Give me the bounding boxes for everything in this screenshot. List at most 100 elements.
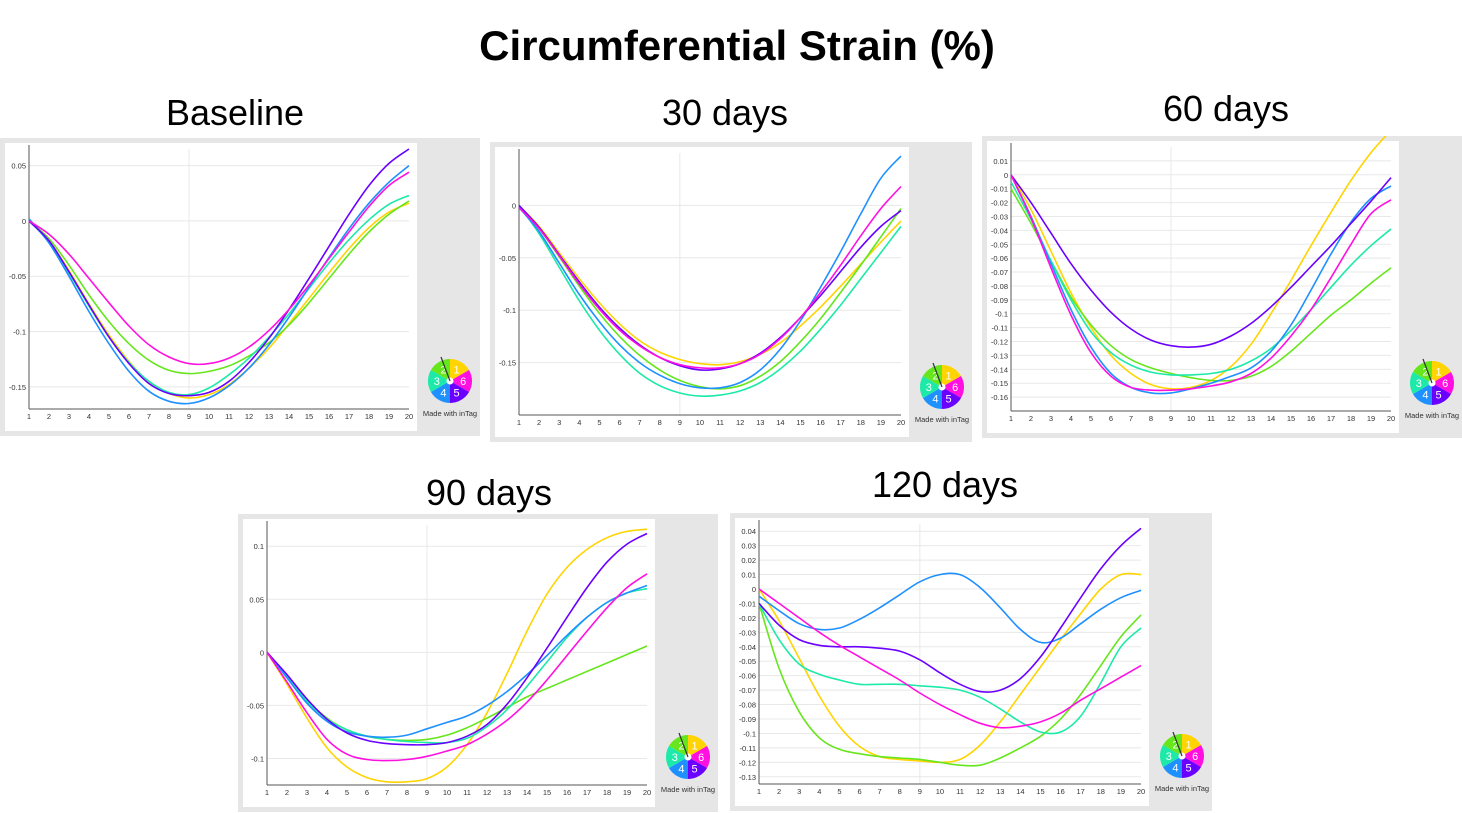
x-tick-label: 8 [658, 418, 662, 427]
chart-90days: 0.10.050-0.05-0.11 2 3 4 5 6 7 8 9 10 11 12 13 14 15 16… [243, 519, 715, 807]
y-tick-label: 0 [260, 648, 264, 657]
wheel-segment [450, 381, 470, 403]
x-tick-label: 17 [1327, 414, 1335, 423]
x-tick-label: 18 [603, 788, 611, 797]
x-tick-label: 19 [623, 788, 631, 797]
wheel-segment-label: 3 [434, 376, 440, 388]
wheel-segment [666, 746, 688, 768]
x-tick-label: 3 [1049, 414, 1053, 423]
x-tick-label: 4 [817, 787, 821, 796]
y-tick-label: 0 [22, 217, 26, 226]
wheel-segment-label: 1 [692, 741, 698, 753]
x-tick-label: 13 [503, 788, 511, 797]
wheel-segment-label: 1 [1436, 367, 1442, 379]
watermark-text: Made with inTag [661, 785, 715, 794]
wheel-segment-label: 5 [1186, 762, 1192, 774]
series-line-1 [1010, 136, 1387, 390]
x-tick-label: 6 [127, 412, 131, 421]
x-tick-label: 1 [27, 412, 31, 421]
x-tick-label: 7 [878, 787, 882, 796]
wheel-segment [1160, 745, 1182, 767]
x-tick-label: 8 [167, 412, 171, 421]
x-tick-label: 15 [543, 788, 551, 797]
x-tick-label: 2 [47, 412, 51, 421]
y-tick-label: -0.14 [991, 365, 1008, 374]
x-tick-label: 15 [1287, 414, 1295, 423]
x-tick-label: 14 [523, 788, 531, 797]
x-tick-label: 12 [976, 787, 984, 796]
wheel-segment-label: 6 [460, 376, 466, 388]
watermark-text: Made with inTag [423, 409, 477, 418]
y-tick-label: 0.02 [741, 556, 756, 565]
x-tick-label: 5 [837, 787, 841, 796]
x-tick-label: 10 [1187, 414, 1195, 423]
x-tick-label: 2 [285, 788, 289, 797]
x-tick-label: 19 [1117, 787, 1125, 796]
wheel-segment [1182, 734, 1202, 756]
x-tick-label: 15 [796, 418, 804, 427]
series-line-2 [28, 200, 410, 375]
x-tick-label: 18 [857, 418, 865, 427]
series-line-4 [1010, 174, 1392, 395]
wheel-segment [428, 370, 450, 392]
y-tick-label: -0.1 [503, 306, 516, 315]
wheel-segment-label: 5 [692, 763, 698, 775]
wheel-segment [668, 735, 688, 757]
y-tick-label: -0.1 [743, 729, 756, 738]
wheel-segment-label: 4 [1422, 389, 1428, 401]
y-tick-label: -0.12 [739, 758, 756, 767]
y-tick-label: -0.03 [739, 628, 756, 637]
x-tick-label: 18 [365, 412, 373, 421]
x-tick-label: 4 [1069, 414, 1073, 423]
panel-title-baseline: Baseline [165, 92, 305, 133]
x-tick-label: 3 [305, 788, 309, 797]
y-tick-label: 0.01 [993, 157, 1008, 166]
wheel-segment-label: 1 [946, 371, 952, 383]
y-tick-label: 0.03 [741, 542, 756, 551]
wheel-segment-label: 5 [946, 393, 952, 405]
series-line-5 [518, 204, 902, 371]
x-tick-label: 20 [643, 788, 651, 797]
x-tick-label: 16 [325, 412, 333, 421]
x-tick-label: 6 [1109, 414, 1113, 423]
x-tick-label: 1 [265, 788, 269, 797]
wheel-segment [1412, 383, 1432, 405]
y-tick-label: -0.03 [991, 212, 1008, 221]
x-tick-label: 12 [245, 412, 253, 421]
y-tick-label: 0 [752, 585, 756, 594]
y-tick-label: -0.02 [991, 199, 1008, 208]
chart-panel-60days: 0.01 0 -0.01 -0.02 -0.03 -0.04 -0.05 -0.06 -0.07… [982, 136, 1462, 438]
panel-title-30days: 30 days [661, 92, 789, 133]
wheel-segment-label: 5 [454, 387, 460, 399]
x-tick-label: 5 [107, 412, 111, 421]
x-tick-label: 4 [577, 418, 581, 427]
wheel-segment [1162, 734, 1182, 756]
y-tick-label: 0 [1004, 171, 1008, 180]
x-tick-label: 9 [1169, 414, 1173, 423]
x-tick-label: 5 [597, 418, 601, 427]
x-tick-label: 14 [1267, 414, 1275, 423]
series-line-6 [758, 588, 1142, 729]
x-tick-label: 11 [956, 787, 964, 796]
panel-title-120days: 120 days [871, 464, 1019, 505]
wheel-segment-label: 4 [678, 763, 684, 775]
series-line-5 [758, 527, 1142, 693]
wheel-segment [668, 757, 688, 779]
wheel-segment [1432, 383, 1452, 405]
x-tick-label: 20 [1387, 414, 1395, 423]
x-tick-label: 11 [225, 412, 233, 421]
wheel-segment [942, 376, 964, 398]
chart-30days: 0-0.05-0.1-0.151 2 3 4 5 6 7 8 9 10 11 12 13 14 15 16 17… [495, 147, 969, 437]
y-tick-label: -0.04 [991, 226, 1008, 235]
x-tick-label: 16 [1307, 414, 1315, 423]
wheel-segment [922, 365, 942, 387]
wheel-needle [440, 356, 451, 382]
x-tick-label: 12 [736, 418, 744, 427]
x-tick-label: 11 [716, 418, 724, 427]
wheel-needle [1172, 731, 1183, 757]
x-tick-label: 4 [325, 788, 329, 797]
x-tick-label: 16 [816, 418, 824, 427]
series-line-4 [266, 584, 648, 739]
x-tick-label: 13 [1247, 414, 1255, 423]
x-tick-label: 14 [1016, 787, 1024, 796]
